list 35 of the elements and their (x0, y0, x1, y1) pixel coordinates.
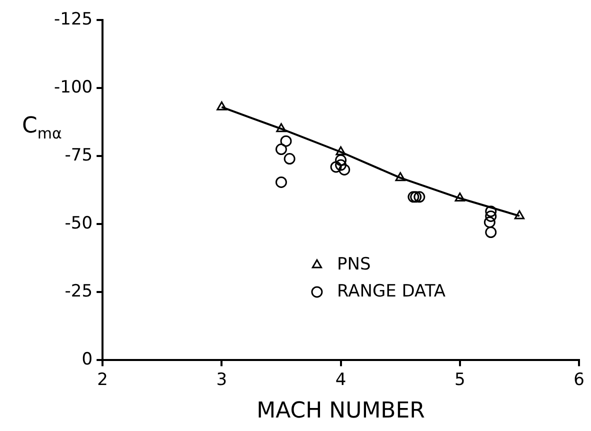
point (454, 192, 465, 202)
point (408, 191, 420, 203)
legend-label: RANGE DATA (336, 281, 446, 302)
point (514, 210, 525, 220)
x-tick-label: 4 (335, 370, 346, 390)
point (485, 206, 497, 218)
y-tick-label: -100 (54, 77, 93, 98)
x-tick-label: 6 (574, 370, 584, 390)
point (280, 135, 292, 147)
point (330, 161, 342, 173)
legend-label: PNS (336, 254, 371, 274)
point (484, 216, 496, 228)
y-tick-label: -75 (64, 146, 93, 166)
point (485, 226, 497, 238)
point (410, 191, 422, 203)
x-tick-label: 3 (216, 370, 228, 390)
point (335, 154, 347, 166)
point (216, 101, 227, 110)
point (284, 153, 296, 165)
x-tick-label: 5 (454, 370, 466, 390)
x-axis-title: MACH NUMBER (256, 398, 425, 424)
y-tick-label: -125 (54, 9, 93, 30)
y-tick-label: 0 (82, 350, 93, 370)
point (338, 164, 350, 176)
point (275, 176, 287, 188)
point (275, 144, 287, 156)
y-tick-label: -50 (64, 214, 93, 234)
point (414, 191, 426, 203)
point (395, 172, 406, 182)
point (335, 159, 347, 171)
point (485, 210, 497, 222)
y-tick-label: -25 (64, 282, 93, 302)
point (276, 123, 286, 132)
x-tick-label: 2 (97, 370, 108, 390)
point (336, 146, 346, 156)
